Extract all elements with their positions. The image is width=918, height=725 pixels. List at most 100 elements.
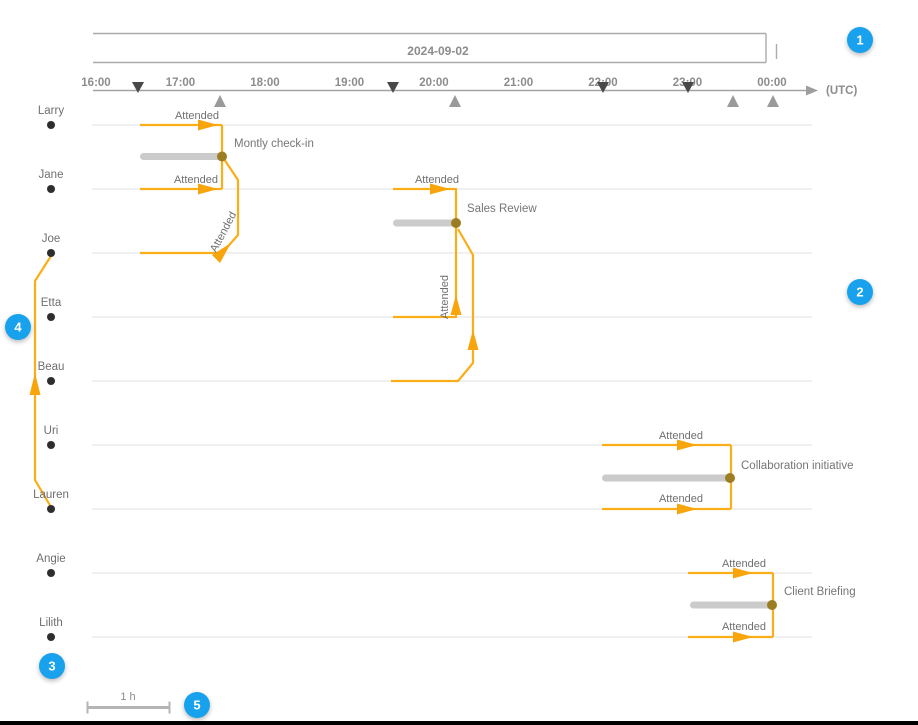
event-sales-review: Attended Attended Sales Review (391, 174, 537, 383)
entity-node[interactable] (47, 505, 55, 513)
event-end-marker-icon (214, 95, 226, 107)
entity-node[interactable] (47, 441, 55, 449)
callout-circle (39, 653, 65, 679)
link-arrowhead-icon (198, 183, 218, 195)
link-arrowhead-icon (467, 330, 479, 350)
tick-label: 17:00 (166, 77, 195, 89)
entity-uri[interactable]: Uri (44, 425, 59, 449)
tick-label: 20:00 (419, 77, 448, 89)
event-start-marker-icon (132, 82, 144, 93)
callout-2: 2 (847, 279, 873, 305)
link-label: Attended (174, 174, 218, 186)
timezone-label: (UTC) (826, 85, 857, 97)
callout-number: 1 (856, 33, 863, 48)
event-label[interactable]: Sales Review (467, 203, 537, 215)
callout-circle (847, 279, 873, 305)
event-montly-check-in: Attended Attended Attended Montly check-… (140, 110, 314, 263)
event-bar[interactable] (393, 219, 456, 227)
entity-node[interactable] (47, 377, 55, 385)
link-label: Attended (659, 430, 703, 442)
link-beau-path[interactable] (391, 228, 475, 383)
callout-4: 4 (5, 314, 31, 340)
callout-circle (5, 314, 31, 340)
entity-label[interactable]: Joe (42, 233, 61, 245)
link-jane-path[interactable] (393, 187, 458, 223)
scale-indicator: 1 h (86, 691, 171, 714)
tick-label: 18:00 (250, 77, 279, 89)
scale-label: 1 h (120, 691, 135, 703)
event-node[interactable] (451, 218, 461, 228)
entity-jane[interactable]: Jane (39, 169, 64, 193)
entity-label[interactable]: Uri (44, 425, 59, 437)
tick-label: 21:00 (504, 77, 533, 89)
event-end-marker-icon (767, 95, 779, 107)
event-node[interactable] (217, 151, 227, 162)
entity-node[interactable] (47, 569, 55, 577)
callout-5: 5 (184, 692, 210, 718)
entity-beau[interactable]: Beau (38, 361, 65, 385)
date-band[interactable]: 2024-09-02 (93, 32, 778, 64)
link-arrowhead-icon (450, 295, 462, 315)
tick-label: 00:00 (757, 77, 786, 89)
event-label[interactable]: Collaboration initiative (741, 460, 854, 472)
entity-node[interactable] (47, 249, 55, 257)
entity-label[interactable]: Lilith (39, 617, 63, 629)
event-bar[interactable] (690, 601, 772, 609)
entity-angie[interactable]: Angie (36, 553, 66, 577)
link-label: Attended (415, 174, 459, 186)
entity-lauren[interactable]: Lauren (33, 489, 69, 513)
entity-joe[interactable]: Joe (42, 233, 61, 257)
event-start-marker-icon (597, 82, 609, 93)
link-arrowhead-icon (677, 439, 697, 451)
link-arrowhead-icon (29, 373, 41, 395)
tick-label: 19:00 (335, 77, 364, 89)
link-label: Attended (175, 110, 219, 122)
entity-node[interactable] (47, 633, 55, 641)
callout-number: 3 (48, 659, 55, 674)
entity-label[interactable]: Beau (38, 361, 65, 373)
entity-label[interactable]: Etta (41, 297, 62, 309)
event-label[interactable]: Client Briefing (784, 586, 856, 598)
entity-axis: Larry Jane Joe Etta Beau Uri Lauren Ang (33, 105, 69, 641)
entity-label[interactable]: Jane (39, 169, 64, 181)
event-collaboration-initiative: Attended Attended Collaboration initiati… (602, 430, 854, 515)
entity-node[interactable] (47, 121, 55, 129)
entity-label[interactable]: Angie (36, 553, 65, 565)
callout-number: 2 (856, 285, 863, 300)
event-client-briefing: Attended Attended Client Briefing (688, 558, 856, 643)
event-label[interactable]: Montly check-in (234, 138, 314, 150)
link-label: Attended (439, 275, 451, 319)
event-end-marker-icon (727, 95, 739, 107)
link-label: Attended (659, 493, 703, 505)
event-start-marker-icon (682, 82, 694, 93)
entity-label[interactable]: Lauren (33, 489, 69, 501)
entity-node[interactable] (47, 313, 55, 321)
event-bar[interactable] (602, 474, 730, 482)
entity-larry[interactable]: Larry (38, 105, 64, 129)
event-node[interactable] (767, 600, 777, 610)
link-label: Attended (722, 558, 766, 570)
date-label: 2024-09-02 (407, 44, 469, 58)
link-arrowhead-icon (733, 631, 753, 643)
entity-label[interactable]: Larry (38, 105, 64, 117)
event-bar[interactable] (140, 153, 222, 160)
link-joe-path[interactable] (140, 158, 240, 255)
link-arrowhead-icon (198, 119, 218, 131)
event-node[interactable] (725, 473, 735, 483)
entity-link-lauren-joe[interactable] (29, 255, 52, 508)
entity-node[interactable] (47, 185, 55, 193)
link-arrowhead-icon (677, 503, 697, 515)
entity-lilith[interactable]: Lilith (39, 617, 63, 641)
axis-arrow-icon (806, 85, 818, 96)
tick-label: 16:00 (81, 77, 110, 89)
callout-circle (847, 27, 873, 53)
callout-circle (184, 692, 210, 718)
callout-1: 1 (847, 27, 873, 53)
entity-etta[interactable]: Etta (41, 297, 62, 321)
link-etta-path[interactable] (393, 223, 458, 319)
link-arrowhead-icon (212, 243, 231, 263)
time-axis[interactable]: 16:00 17:00 18:00 19:00 20:00 21:00 22:0… (81, 77, 857, 107)
link-arrowhead-icon (430, 183, 450, 195)
